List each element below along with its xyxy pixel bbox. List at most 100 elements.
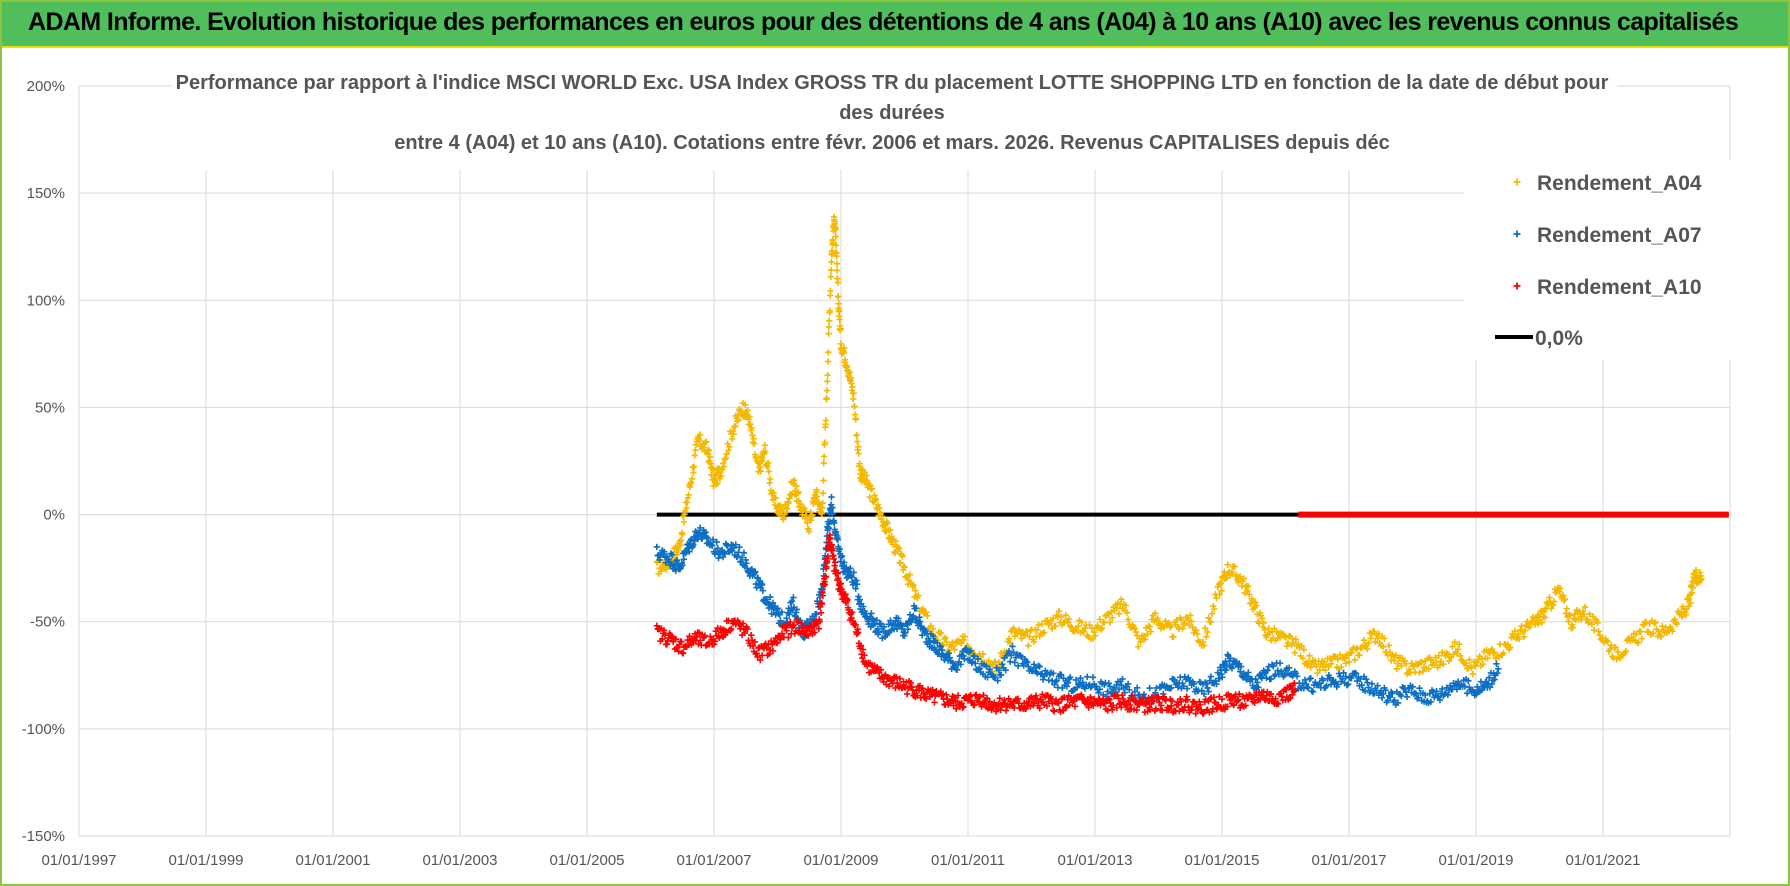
marker-rendement-a04 [849, 383, 856, 391]
marker-rendement-a10 [1158, 702, 1165, 709]
marker-rendement-a04 [746, 413, 753, 420]
marker-rendement-a04 [1637, 628, 1644, 635]
marker-rendement-a10 [1183, 693, 1190, 700]
marker-rendement-a04 [683, 504, 690, 512]
marker-rendement-a04 [1469, 670, 1477, 678]
marker-rendement-a04 [1682, 611, 1690, 618]
marker-rendement-a04 [1581, 603, 1589, 611]
marker-rendement-a04 [906, 571, 914, 578]
y-tick-label: -100% [22, 721, 65, 738]
marker-rendement-a07 [827, 501, 835, 508]
marker-rendement-a07 [1050, 670, 1057, 677]
marker-rendement-a04 [1240, 575, 1247, 582]
marker-rendement-a10 [816, 618, 823, 625]
marker-rendement-a10 [852, 621, 859, 629]
marker-rendement-a04 [813, 493, 821, 501]
marker-rendement-a04 [1669, 627, 1676, 635]
marker-rendement-a10 [1161, 695, 1169, 703]
marker-rendement-a07 [1245, 669, 1252, 676]
marker-rendement-a07 [1095, 689, 1102, 696]
marker-rendement-a04 [1607, 642, 1615, 649]
marker-rendement-a10 [769, 647, 777, 655]
marker-rendement-a04 [1034, 626, 1041, 633]
marker-rendement-a04 [1341, 655, 1348, 662]
marker-rendement-a04 [718, 472, 725, 480]
marker-rendement-a04 [1367, 635, 1374, 642]
marker-rendement-a10 [1196, 698, 1203, 705]
marker-rendement-a07 [1031, 664, 1039, 671]
marker-rendement-a04 [675, 546, 682, 554]
marker-rendement-a07 [1207, 673, 1215, 680]
marker-rendement-a10 [822, 573, 829, 581]
legend-label: Rendement_A04 [1537, 172, 1702, 195]
marker-rendement-a07 [1389, 690, 1396, 697]
marker-rendement-a04 [835, 293, 842, 300]
marker-rendement-a04 [827, 273, 835, 281]
marker-rendement-a07 [895, 615, 902, 622]
marker-rendement-a04 [1331, 652, 1338, 660]
marker-rendement-a10 [1180, 707, 1188, 714]
marker-rendement-a04 [1131, 625, 1139, 632]
marker-rendement-a10 [739, 620, 747, 627]
marker-rendement-a04 [1058, 613, 1065, 621]
marker-rendement-a10 [800, 622, 808, 630]
chart-title: Performance par rapport à l'indice MSCI … [152, 68, 1632, 158]
marker-rendement-a04 [825, 349, 832, 356]
marker-rendement-a04 [791, 477, 798, 484]
marker-rendement-a07 [709, 536, 717, 543]
marker-rendement-a04 [822, 417, 830, 424]
marker-rendement-a04 [1556, 588, 1563, 595]
marker-rendement-a10 [855, 629, 862, 636]
marker-rendement-a07 [1361, 687, 1369, 695]
marker-rendement-a04 [1484, 655, 1491, 662]
marker-rendement-a07 [1052, 678, 1059, 685]
marker-rendement-a07 [740, 549, 748, 557]
marker-rendement-a04 [823, 387, 831, 394]
marker-rendement-a10 [741, 629, 749, 637]
marker-rendement-a10 [1210, 694, 1218, 701]
marker-rendement-a04 [851, 403, 858, 410]
marker-rendement-a04 [997, 649, 1005, 657]
marker-rendement-a04 [1218, 587, 1225, 595]
marker-rendement-a04 [1026, 633, 1033, 640]
marker-rendement-a04 [1021, 631, 1029, 639]
marker-rendement-a07 [1140, 691, 1148, 698]
marker-rendement-a10 [829, 545, 836, 552]
marker-rendement-a04 [1394, 660, 1402, 667]
marker-rendement-a04 [1282, 634, 1289, 641]
marker-rendement-a07 [720, 549, 728, 556]
marker-rendement-a04 [1638, 635, 1645, 642]
marker-rendement-a07 [1339, 675, 1346, 683]
marker-rendement-a07 [1174, 684, 1182, 691]
marker-rendement-a10 [1062, 704, 1070, 711]
marker-rendement-a10 [1291, 679, 1298, 687]
marker-rendement-a07 [715, 554, 722, 562]
marker-rendement-a10 [943, 691, 950, 699]
marker-rendement-a04 [1106, 619, 1114, 626]
marker-rendement-a07 [1426, 690, 1433, 697]
marker-rendement-a04 [1586, 610, 1593, 618]
marker-rendement-a04 [1435, 652, 1443, 659]
marker-rendement-a10 [1043, 702, 1051, 710]
marker-rendement-a04 [1457, 652, 1464, 660]
marker-rendement-a04 [1300, 646, 1308, 653]
marker-rendement-a04 [836, 307, 843, 314]
marker-rendement-a07 [1180, 683, 1187, 690]
marker-rendement-a10 [1125, 697, 1132, 704]
marker-rendement-a07 [1072, 676, 1080, 684]
marker-rendement-a04 [824, 378, 831, 385]
marker-rendement-a04 [905, 577, 913, 584]
marker-rendement-a10 [958, 700, 965, 707]
marker-rendement-a04 [833, 267, 841, 274]
marker-rendement-a10 [753, 650, 760, 657]
y-tick-label: 0% [43, 507, 65, 524]
marker-rendement-a04 [1075, 623, 1082, 630]
marker-rendement-a07 [813, 610, 820, 618]
marker-rendement-a04 [1276, 634, 1284, 641]
marker-rendement-a07 [790, 594, 797, 601]
marker-rendement-a10 [679, 649, 686, 656]
marker-rendement-a04 [855, 450, 862, 457]
marker-rendement-a07 [1494, 669, 1501, 677]
marker-rendement-a10 [914, 692, 921, 699]
marker-rendement-a04 [1304, 662, 1311, 669]
